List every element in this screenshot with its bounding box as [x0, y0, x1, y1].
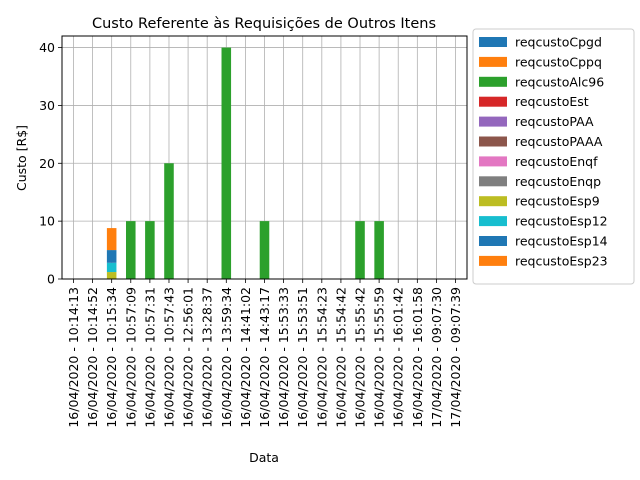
bars — [106, 47, 384, 280]
legend-swatch — [479, 236, 507, 246]
bar-segment — [145, 221, 155, 279]
x-tick-label: 16/04/2020 - 14:43:17 — [257, 287, 272, 428]
bar-segment — [106, 250, 117, 263]
legend-swatch — [479, 176, 507, 187]
legend-swatch — [479, 37, 507, 47]
bar-segment — [164, 163, 174, 279]
legend-swatch — [479, 216, 507, 227]
x-tick-label: 16/04/2020 - 15:55:59 — [372, 287, 387, 428]
y-axis-label: Custo [R$] — [14, 125, 29, 191]
y-tick-label: 30 — [39, 98, 55, 113]
x-axis-label: Data — [249, 450, 279, 465]
y-tick-label: 10 — [39, 214, 55, 229]
chart-title: Custo Referente às Requisições de Outros… — [92, 16, 436, 32]
legend-label: reqcustoCppq — [515, 54, 602, 69]
bar-segment — [106, 262, 117, 273]
x-ticks: 16/04/2020 - 10:14:13 16/04/2020 - 10:14:… — [66, 279, 463, 428]
x-tick-label: 17/04/2020 - 09:07:39 — [448, 287, 463, 428]
x-tick-label: 17/04/2020 - 09:07:30 — [429, 287, 444, 428]
bar-segment — [374, 221, 384, 279]
x-tick-label: 16/04/2020 - 10:57:43 — [161, 287, 176, 428]
x-tick-label: 16/04/2020 - 10:14:13 — [66, 287, 81, 428]
y-tick-label: 40 — [39, 40, 55, 55]
x-tick-label: 16/04/2020 - 10:15:34 — [104, 287, 119, 428]
legend: reqcustoCpgd reqcustoCppq reqcustoAlc96 req… — [472, 28, 635, 285]
x-tick-label: 16/04/2020 - 10:57:09 — [123, 287, 138, 428]
legend-label: reqcustoEsp9 — [515, 194, 600, 209]
x-tick-label: 16/04/2020 - 16:01:42 — [391, 287, 406, 428]
y-tick-label: 0 — [47, 272, 55, 287]
legend-swatch — [479, 56, 507, 67]
bar-segment — [355, 221, 365, 279]
legend-swatch — [479, 255, 507, 266]
y-tick-label: 20 — [39, 156, 55, 171]
x-tick-label: 16/04/2020 - 15:54:42 — [333, 287, 348, 428]
bar-segment — [106, 272, 117, 279]
legend-label: reqcustoEst — [515, 94, 589, 109]
legend-label: reqcustoEnqf — [515, 154, 598, 169]
x-tick-label: 16/04/2020 - 15:53:51 — [295, 287, 310, 428]
legend-label: reqcustoAlc96 — [515, 74, 604, 89]
legend-swatch — [479, 76, 507, 87]
legend-box — [472, 28, 635, 285]
legend-label: reqcustoPAAA — [515, 134, 603, 149]
legend-swatch — [479, 116, 507, 127]
x-tick-label: 16/04/2020 - 16:01:58 — [410, 287, 425, 428]
bar-segment — [259, 221, 270, 279]
legend-label: reqcustoEnqp — [515, 174, 601, 189]
y-ticks: 0 10 20 30 40 — [39, 40, 62, 287]
x-tick-label: 16/04/2020 - 14:41:02 — [238, 287, 253, 428]
legend-swatch — [479, 96, 507, 107]
x-tick-label: 16/04/2020 - 13:28:37 — [200, 287, 215, 428]
x-tick-label: 16/04/2020 - 10:57:31 — [142, 287, 157, 428]
bar-segment — [125, 221, 136, 279]
bar-segment — [106, 228, 117, 251]
legend-label: reqcustoEsp23 — [515, 253, 608, 268]
legend-swatch — [479, 156, 507, 167]
x-tick-label: 16/04/2020 - 12:56:01 — [181, 287, 196, 428]
legend-label: reqcustoEsp14 — [515, 234, 608, 249]
x-tick-label: 16/04/2020 - 10:14:52 — [85, 287, 100, 428]
x-tick-label: 16/04/2020 - 13:59:34 — [219, 287, 234, 428]
bar-segment — [221, 47, 232, 280]
legend-label: reqcustoEsp12 — [515, 214, 608, 229]
x-tick-label: 16/04/2020 - 15:54:23 — [314, 287, 329, 428]
x-tick-label: 16/04/2020 - 15:55:42 — [353, 287, 368, 428]
legend-swatch — [479, 136, 507, 147]
legend-label: reqcustoCpgd — [515, 35, 602, 50]
legend-label: reqcustoPAA — [515, 114, 594, 129]
legend-swatch — [479, 196, 507, 207]
x-tick-label: 16/04/2020 - 15:53:33 — [276, 287, 291, 428]
